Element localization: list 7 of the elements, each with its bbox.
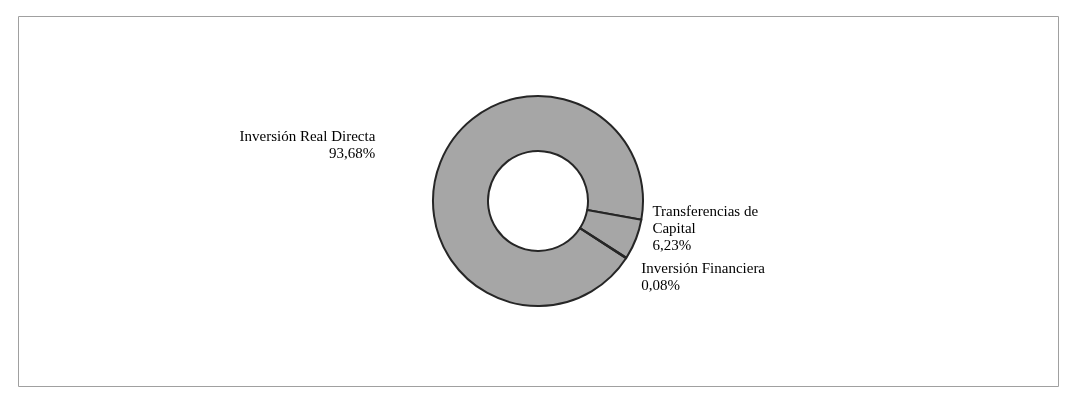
slice-label: Inversión Financiera: [641, 259, 766, 276]
donut-slice: [432, 95, 644, 307]
data-label: 6,23%: [652, 236, 692, 253]
slice-label: Transferencias de Capital: [652, 202, 759, 236]
data-label: 0,08%: [641, 276, 681, 293]
data-label: 93,68%: [329, 145, 376, 162]
slice-label: Inversión Real Directa: [239, 128, 376, 145]
